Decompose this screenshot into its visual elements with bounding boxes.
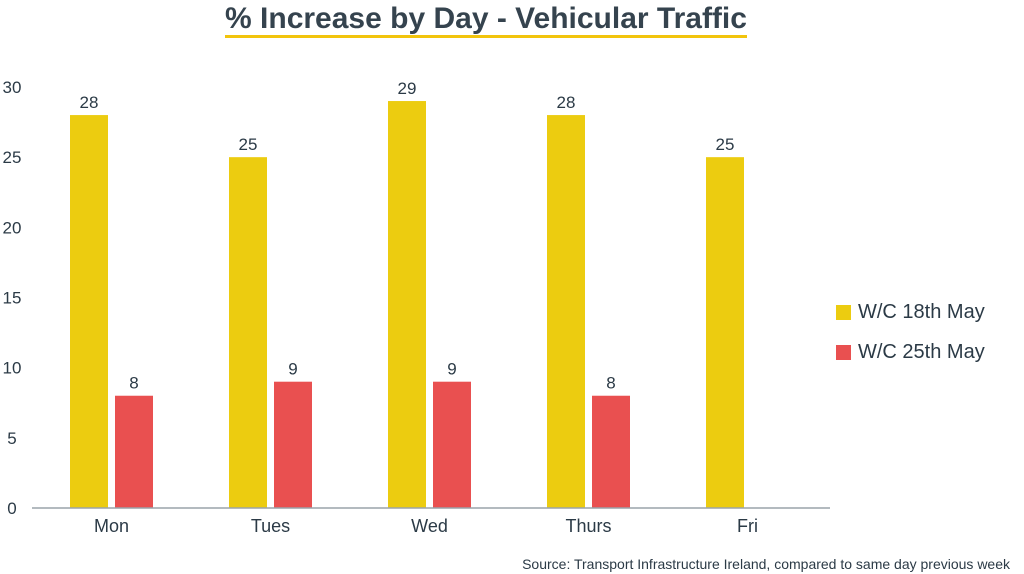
legend-item-series-0: W/C 18th May <box>836 292 985 332</box>
legend-label: W/C 18th May <box>858 300 985 323</box>
bar-w-c-18th-may <box>706 157 744 508</box>
y-tick-label: 20 <box>3 218 22 237</box>
legend: W/C 18th May W/C 25th May <box>836 292 985 372</box>
bar-w-c-25th-may <box>115 395 153 508</box>
bar-w-c-25th-may <box>274 381 312 508</box>
data-label: 25 <box>239 135 258 154</box>
bars <box>70 101 744 509</box>
x-tick-label: Thurs <box>565 516 611 536</box>
chart-title: % Increase by Day - Vehicular Traffic <box>0 2 972 38</box>
y-tick-label: 5 <box>7 429 16 448</box>
data-label: 9 <box>288 360 297 379</box>
y-tick-label: 25 <box>3 148 22 167</box>
x-tick-label: Tues <box>251 516 290 536</box>
legend-swatch <box>836 304 851 320</box>
y-tick-label: 30 <box>3 78 22 97</box>
y-tick-label: 0 <box>7 499 16 518</box>
data-labels: 28 8 25 9 29 9 28 8 25 <box>80 79 735 393</box>
bar-w-c-25th-may <box>433 381 471 508</box>
x-tick-label: Fri <box>737 516 758 536</box>
data-label: 8 <box>606 374 615 393</box>
data-label: 8 <box>129 374 138 393</box>
legend-label: W/C 25th May <box>858 340 985 363</box>
data-label: 9 <box>447 360 456 379</box>
bar-w-c-18th-may <box>70 115 108 509</box>
x-tick-label: Wed <box>411 516 448 536</box>
bar-w-c-25th-may <box>592 395 630 508</box>
data-label: 28 <box>557 93 576 112</box>
y-axis-ticks: 0 5 10 15 20 25 30 <box>3 78 22 518</box>
bar-w-c-18th-may <box>547 115 585 509</box>
data-label: 29 <box>398 79 417 98</box>
source-note: Source: Transport Infrastructure Ireland… <box>522 556 1010 572</box>
data-label: 28 <box>80 93 99 112</box>
x-tick-label: Mon <box>94 516 129 536</box>
x-axis-ticks: Mon Tues Wed Thurs Fri <box>94 516 758 536</box>
legend-swatch <box>836 344 851 360</box>
y-tick-label: 10 <box>3 359 22 378</box>
y-tick-label: 15 <box>3 289 22 308</box>
bar-w-c-18th-may <box>388 101 426 509</box>
data-label: 25 <box>716 135 735 154</box>
bar-w-c-18th-may <box>229 157 267 508</box>
legend-item-series-1: W/C 25th May <box>836 332 985 372</box>
